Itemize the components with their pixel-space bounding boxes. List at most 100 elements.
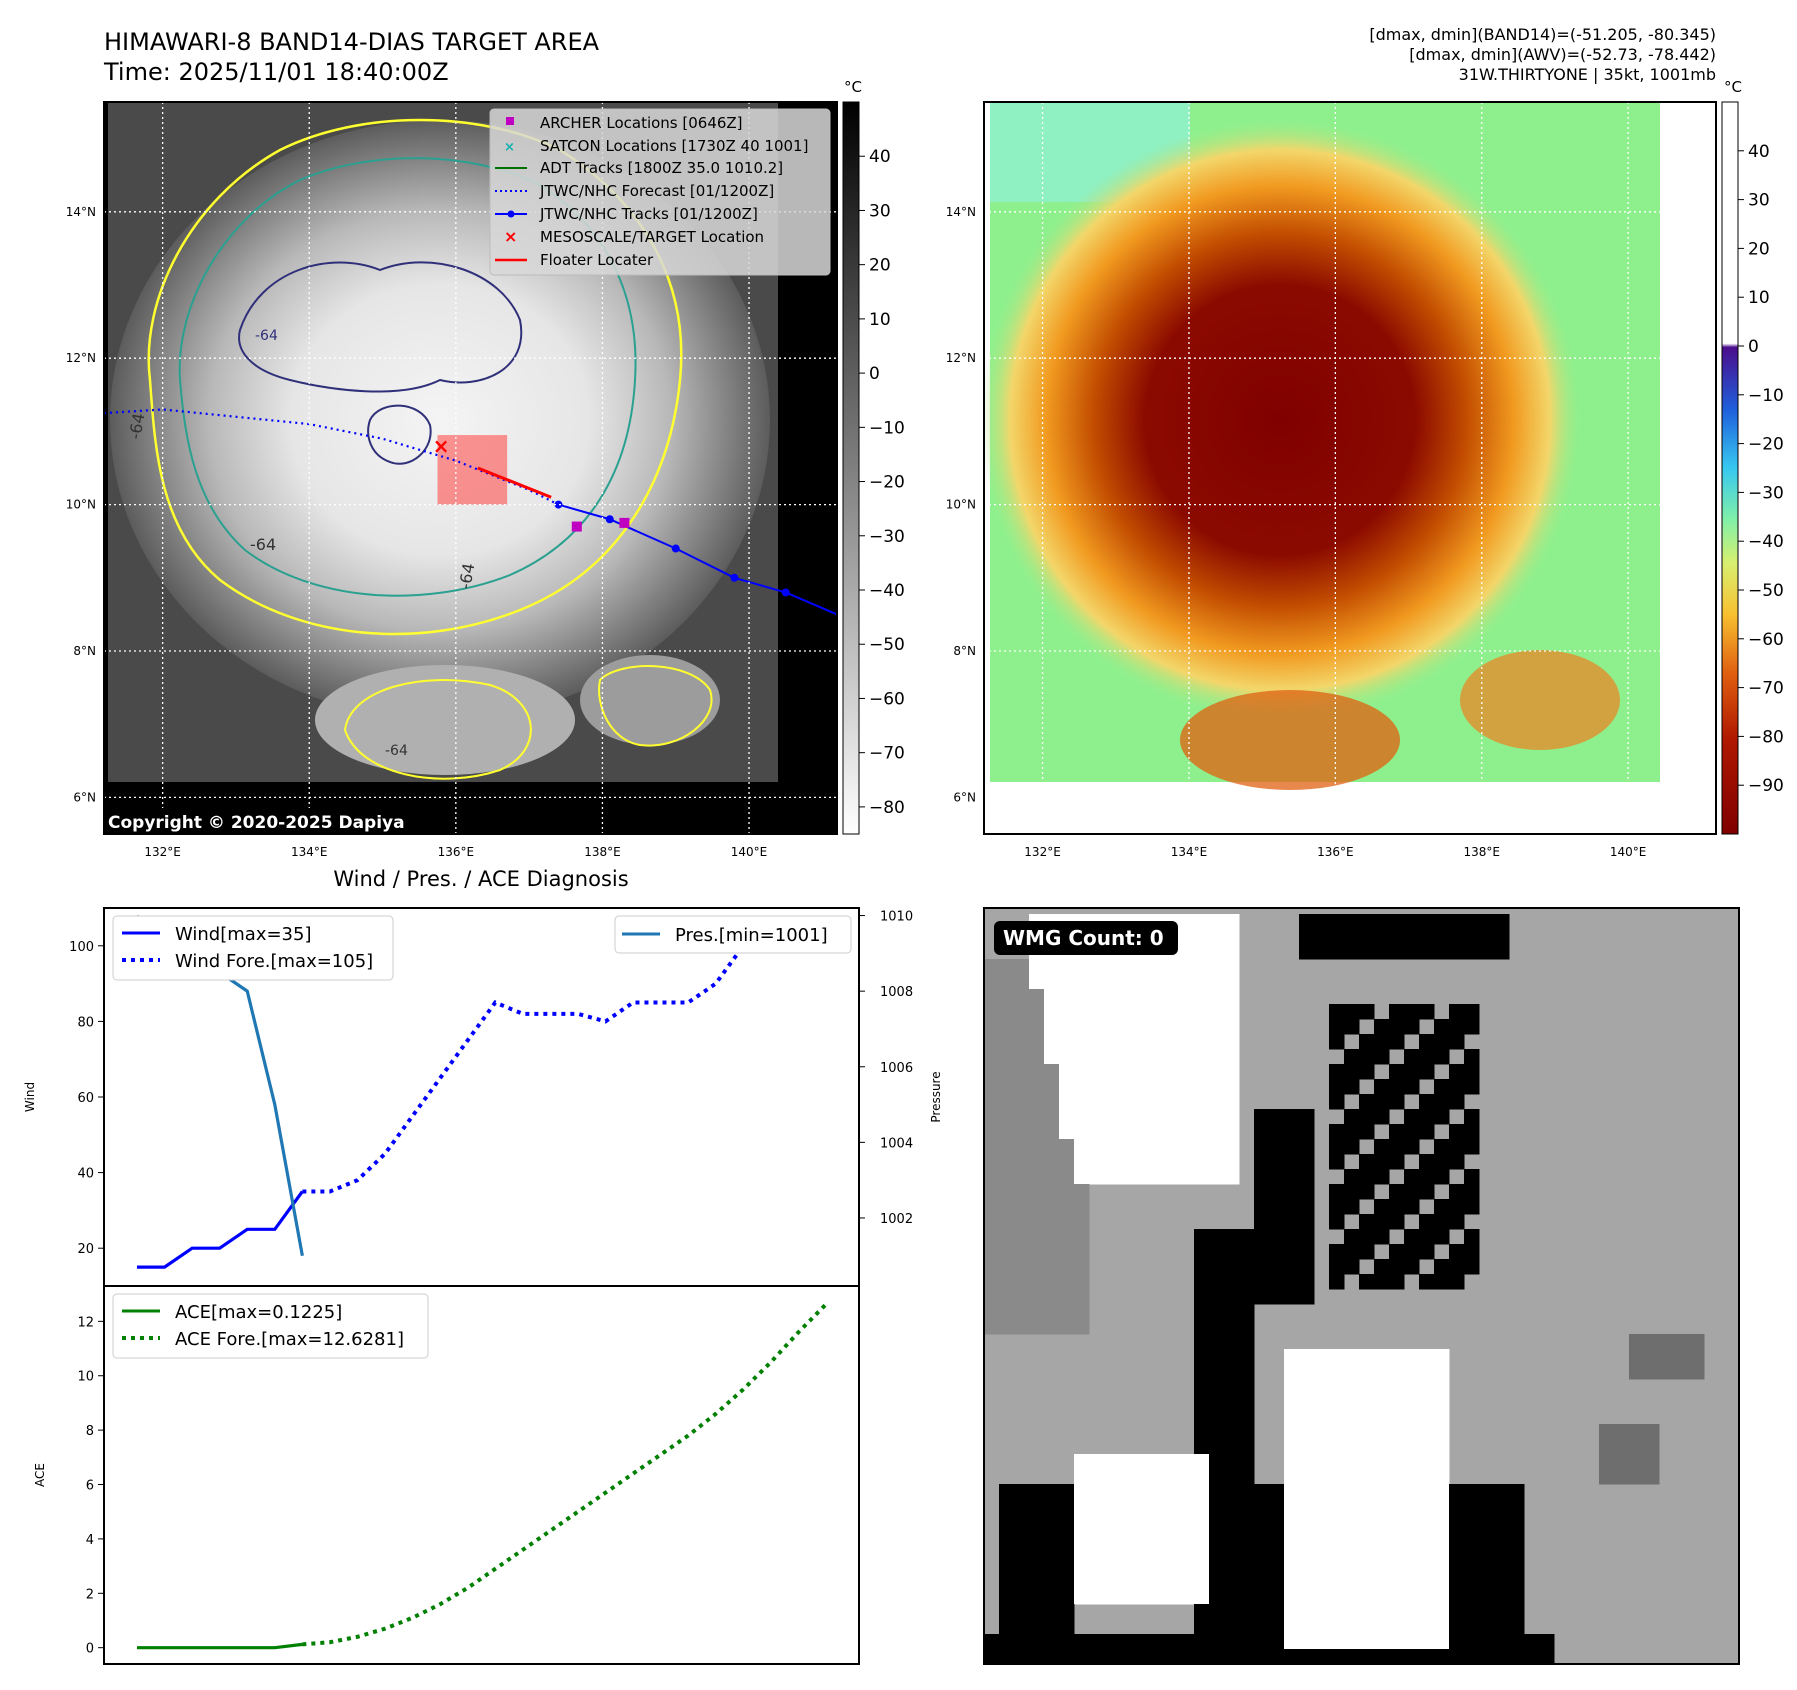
wmg-cell — [1059, 1034, 1075, 1050]
wmg-cell — [1209, 959, 1225, 975]
wmg-cell — [1419, 1229, 1435, 1245]
wmg-cell — [1404, 1484, 1420, 1500]
wmg-cell — [1434, 1259, 1450, 1275]
wmg-cell — [1359, 929, 1375, 945]
wmg-cell — [1359, 1004, 1375, 1020]
wmg-cell — [1284, 1604, 1300, 1620]
wmg-cell — [1419, 1454, 1435, 1470]
wmg-cell — [1419, 1574, 1435, 1590]
wmg-cell — [1344, 1649, 1360, 1665]
wmg-cell — [1239, 1499, 1255, 1515]
wmg-cell — [1299, 1574, 1315, 1590]
ace-axis-label: ACE — [33, 1463, 47, 1487]
wmg-cell — [1179, 1559, 1195, 1575]
wmg-cell — [1104, 1019, 1120, 1035]
wmg-cell — [1404, 914, 1420, 930]
wmg-cell — [1119, 1094, 1135, 1110]
wmg-cell — [1239, 1469, 1255, 1485]
colorbar-tick-label: 20 — [869, 256, 891, 276]
wmg-cell — [1209, 1649, 1225, 1665]
wmg-cell — [1029, 1199, 1045, 1215]
wmg-cell — [1374, 1379, 1390, 1395]
wmg-cell — [1164, 1649, 1180, 1665]
wmg-cell — [1599, 1469, 1615, 1485]
wmg-cell — [1164, 1454, 1180, 1470]
wmg-cell — [1059, 1139, 1075, 1155]
wmg-cell — [1269, 1604, 1285, 1620]
wmg-cell — [1044, 1529, 1060, 1545]
wmg-cell — [1329, 1034, 1345, 1050]
lon-tick-label: 140°E — [731, 845, 768, 859]
wmg-cell — [1329, 1364, 1345, 1380]
wmg-cell — [1029, 1079, 1045, 1095]
wmg-cell — [1074, 1574, 1090, 1590]
wmg-cell — [1194, 1589, 1210, 1605]
wmg-cell — [1329, 929, 1345, 945]
wmg-cell — [1404, 1109, 1420, 1125]
wmg-cell — [1299, 1604, 1315, 1620]
wmg-cell — [1509, 1559, 1525, 1575]
wmg-cell — [1284, 1634, 1300, 1650]
wmg-cell — [1359, 1514, 1375, 1530]
wmg-cell — [1254, 1244, 1270, 1260]
wmg-cell — [1134, 959, 1150, 975]
wmg-cell — [1194, 1079, 1210, 1095]
wmg-cell — [1164, 1034, 1180, 1050]
wmg-cell — [1194, 1529, 1210, 1545]
wmg-cell — [1254, 1544, 1270, 1560]
wmg-cell — [1284, 1649, 1300, 1665]
wmg-cell — [1434, 1049, 1450, 1065]
wmg-cell — [999, 989, 1015, 1005]
wmg-cell — [1299, 1274, 1315, 1290]
wmg-cell — [1014, 1574, 1030, 1590]
wmg-cell — [1284, 1529, 1300, 1545]
wmg-cell — [984, 974, 1000, 990]
wmg-cell — [1419, 1109, 1435, 1125]
awv-band-southeast — [1460, 650, 1620, 750]
wmg-cell — [1374, 1469, 1390, 1485]
wmg-cell — [1059, 1574, 1075, 1590]
wmg-cell — [1104, 1124, 1120, 1140]
wmg-cell — [1389, 1019, 1405, 1035]
wmg-cell — [1059, 1634, 1075, 1650]
wmg-cell — [1674, 1349, 1690, 1365]
wmg-cell — [1479, 1529, 1495, 1545]
wmg-cell — [1284, 1349, 1300, 1365]
wmg-cell — [1374, 1424, 1390, 1440]
wmg-cell — [1224, 1574, 1240, 1590]
wmg-cell — [1359, 1529, 1375, 1545]
wmg-cell — [1239, 1454, 1255, 1470]
wmg-cell — [1314, 1409, 1330, 1425]
wmg-cell — [1344, 1199, 1360, 1215]
wmg-cell — [1194, 1514, 1210, 1530]
wmg-cell — [1134, 1544, 1150, 1560]
wmg-cell — [1359, 1274, 1375, 1290]
wmg-cell — [999, 1004, 1015, 1020]
wmg-cell — [1449, 1064, 1465, 1080]
wmg-cell — [1209, 1169, 1225, 1185]
wmg-cell — [1044, 1064, 1060, 1080]
wmg-cell — [1374, 1139, 1390, 1155]
wmg-cell — [1449, 1139, 1465, 1155]
wmg-cell — [984, 1169, 1000, 1185]
wmg-cell — [1389, 1379, 1405, 1395]
wmg-cell — [1059, 1154, 1075, 1170]
wmg-cell — [1344, 1019, 1360, 1035]
wmg-cell — [1119, 959, 1135, 975]
wmg-cell — [1389, 944, 1405, 960]
wmg-cell — [1119, 1154, 1135, 1170]
wmg-cell — [1374, 914, 1390, 930]
wmg-cell — [1194, 1424, 1210, 1440]
wmg-cell — [1194, 1139, 1210, 1155]
lon-tick-label: 140°E — [1610, 845, 1647, 859]
wmg-cell — [1434, 1454, 1450, 1470]
wmg-cell — [984, 1304, 1000, 1320]
wmg-cell — [1659, 1334, 1675, 1350]
wmg-cell — [1404, 1454, 1420, 1470]
wmg-cell — [1509, 1649, 1525, 1665]
wmg-cell — [1419, 1469, 1435, 1485]
wmg-cell — [1344, 1394, 1360, 1410]
wmg-cell — [1419, 1649, 1435, 1665]
wmg-cell — [1044, 1604, 1060, 1620]
wmg-cell — [1389, 1124, 1405, 1140]
